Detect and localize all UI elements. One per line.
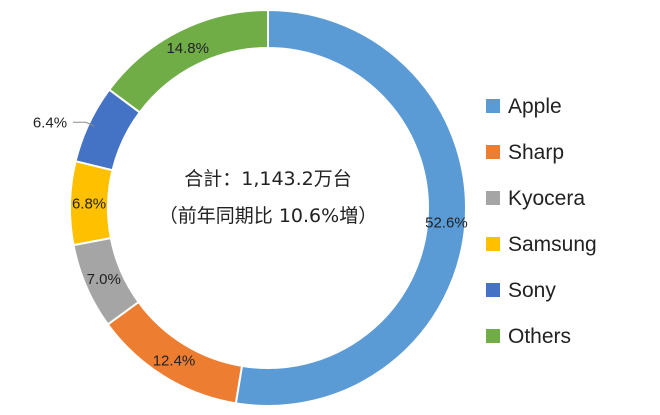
legend: Apple Sharp Kyocera Samsung Sony Others (486, 95, 597, 348)
slice-label-kyocera: 7.0% (87, 271, 121, 288)
legend-label-apple: Apple (508, 95, 562, 118)
legend-swatch-sharp (486, 145, 500, 159)
center-total: 合計：1,143.2万台 （前年同期比 10.6%増） (159, 168, 377, 227)
legend-swatch-others (486, 329, 500, 343)
center-total-line-1: 合計：1,143.2万台 (184, 168, 352, 190)
legend-swatch-kyocera (486, 191, 500, 205)
legend-label-samsung: Samsung (508, 233, 597, 256)
slice-labels: 52.6% 12.4% 7.0% 6.8% 6.4% 14.8% (33, 40, 468, 369)
slice-apple (234, 8, 467, 407)
center-total-line-2: （前年同期比 10.6%増） (159, 205, 377, 227)
legend-label-sharp: Sharp (508, 141, 564, 164)
donut-slices (69, 8, 467, 407)
slice-others (107, 8, 269, 114)
leader-line-sony (73, 121, 95, 127)
legend-label-others: Others (508, 325, 571, 348)
slice-label-sharp: 12.4% (153, 352, 196, 369)
legend-label-kyocera: Kyocera (508, 187, 585, 210)
slice-label-samsung: 6.8% (72, 196, 106, 213)
slice-label-sony: 6.4% (33, 114, 67, 131)
legend-swatch-apple (486, 99, 500, 113)
slice-label-apple: 52.6% (425, 215, 468, 232)
legend-swatch-samsung (486, 237, 500, 251)
slice-label-others: 14.8% (166, 40, 209, 57)
legend-label-sony: Sony (508, 279, 556, 302)
legend-swatch-sony (486, 283, 500, 297)
leader-lines (73, 121, 95, 127)
